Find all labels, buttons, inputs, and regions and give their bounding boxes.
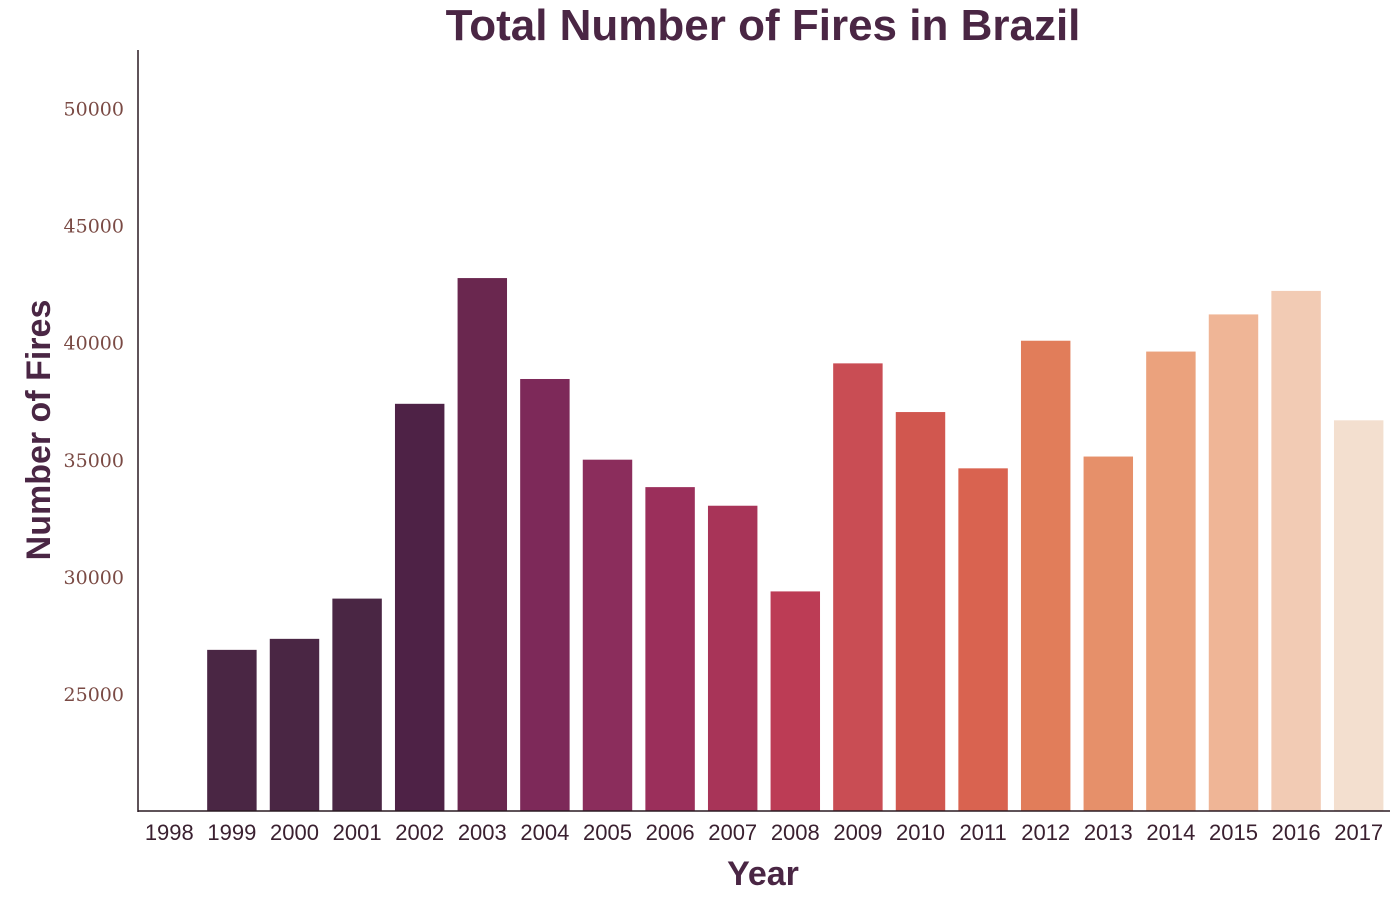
x-tick-label: 2014 bbox=[1146, 820, 1195, 845]
bar-2007 bbox=[707, 505, 758, 811]
x-tick-label: 2007 bbox=[708, 820, 757, 845]
y-tick-label: 25000 bbox=[64, 684, 124, 706]
x-tick-label: 2017 bbox=[1334, 820, 1383, 845]
x-tick-label: 2005 bbox=[583, 820, 632, 845]
bar-2017 bbox=[1333, 420, 1384, 811]
bar-2006 bbox=[645, 487, 695, 811]
bar-2000 bbox=[269, 638, 320, 811]
bars-group bbox=[144, 278, 1384, 811]
x-tick-label: 2015 bbox=[1209, 820, 1258, 845]
bar-2009 bbox=[833, 363, 883, 811]
x-tick-label: 2011 bbox=[959, 820, 1006, 845]
y-tick-label: 45000 bbox=[64, 216, 124, 238]
y-tick-label: 50000 bbox=[64, 99, 124, 121]
x-tick-label: 2002 bbox=[395, 820, 444, 845]
bar-2010 bbox=[895, 412, 946, 811]
bar-2008 bbox=[770, 591, 821, 811]
x-tick-label: 1998 bbox=[145, 820, 194, 845]
x-ticks-group: 1998 1999 2000 2001 2002 2003 2004 2005 2006 2007… bbox=[145, 820, 1383, 845]
bar-2012 bbox=[1020, 340, 1071, 811]
x-tick-label: 1999 bbox=[207, 820, 256, 845]
x-tick-label: 2001 bbox=[333, 820, 382, 845]
bar-2014 bbox=[1146, 351, 1196, 811]
bar-2001 bbox=[332, 598, 382, 811]
y-axis-label: Number of Fires bbox=[20, 300, 58, 561]
chart-title: Total Number of Fires in Brazil bbox=[446, 1, 1081, 50]
bar-2004 bbox=[520, 378, 570, 811]
bar-2013 bbox=[1083, 456, 1134, 811]
y-ticks-group: 25000 30000 35000 40000 45000 50000 bbox=[64, 99, 124, 706]
bar-1999 bbox=[207, 649, 257, 811]
y-tick-label: 35000 bbox=[64, 450, 124, 472]
x-tick-label: 2013 bbox=[1084, 820, 1133, 845]
x-tick-label: 2008 bbox=[771, 820, 820, 845]
y-tick-label: 40000 bbox=[64, 333, 124, 355]
bar-2002 bbox=[394, 403, 445, 811]
x-axis-label: Year bbox=[727, 855, 799, 893]
bar-2016 bbox=[1271, 290, 1321, 811]
x-tick-label: 2000 bbox=[270, 820, 319, 845]
y-tick-label: 30000 bbox=[64, 567, 124, 589]
bar-2003 bbox=[457, 278, 508, 811]
x-tick-label: 2003 bbox=[458, 820, 507, 845]
bar-2005 bbox=[582, 459, 633, 811]
x-tick-label: 2016 bbox=[1272, 820, 1321, 845]
x-tick-label: 2006 bbox=[646, 820, 695, 845]
x-tick-label: 2009 bbox=[833, 820, 882, 845]
x-tick-label: 2004 bbox=[520, 820, 569, 845]
bar-2011 bbox=[958, 468, 1008, 811]
bar-2015 bbox=[1208, 314, 1259, 811]
x-tick-label: 2012 bbox=[1021, 820, 1070, 845]
x-tick-label: 2010 bbox=[896, 820, 945, 845]
